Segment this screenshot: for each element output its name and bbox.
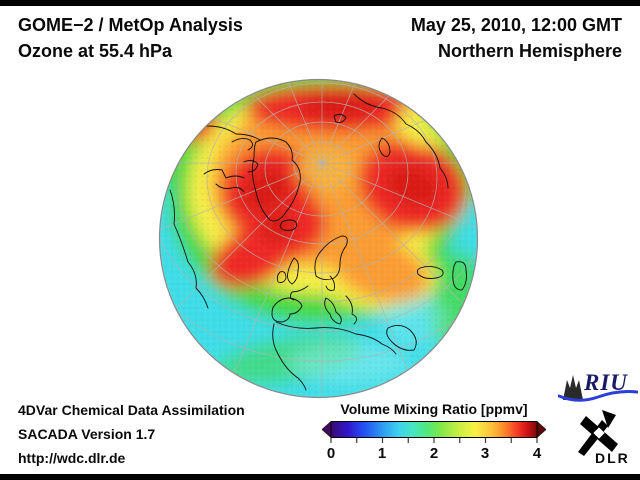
assimilation-label: 4DVar Chemical Data Assimilation: [18, 402, 245, 418]
tick-label-1: 1: [377, 445, 387, 462]
tick-label-3: 3: [480, 445, 490, 462]
tick-label-0: 0: [326, 445, 336, 462]
coastlines: [169, 93, 467, 391]
graticule: [159, 79, 478, 398]
hemisphere-label: Northern Hemisphere: [437, 41, 622, 61]
colorbar-ticks: [330, 438, 538, 443]
tick-label-2: 2: [429, 445, 439, 462]
tick-label-4: 4: [532, 445, 542, 462]
url-label: http://wdc.dlr.de: [18, 450, 126, 466]
dither-texture: [159, 79, 478, 398]
riu-wave-icon: [558, 390, 638, 402]
dlr-label: DLR: [595, 450, 630, 466]
colorbar-right-arrow-icon: [536, 421, 546, 439]
top-border-bar: [0, 0, 640, 6]
colorbar-gradient-strip: [330, 421, 538, 438]
page-title: GOME−2 / MetOp Analysis: [18, 15, 243, 35]
globe-limb: [158, 78, 479, 399]
colorbar: [322, 421, 546, 443]
version-label: SACADA Version 1.7: [18, 426, 156, 442]
colorbar-title: Volume Mixing Ratio [ppmv]: [340, 401, 528, 417]
globe-map: [158, 78, 479, 399]
datetime-label: May 25, 2010, 12:00 GMT: [410, 15, 622, 35]
colorbar-left-arrow-icon: [322, 421, 332, 439]
page-subtitle: Ozone at 55.4 hPa: [18, 41, 173, 61]
cathedral-icon: [563, 375, 583, 400]
dlr-emblem-icon: [578, 410, 618, 456]
bottom-border-bar: [0, 474, 640, 480]
